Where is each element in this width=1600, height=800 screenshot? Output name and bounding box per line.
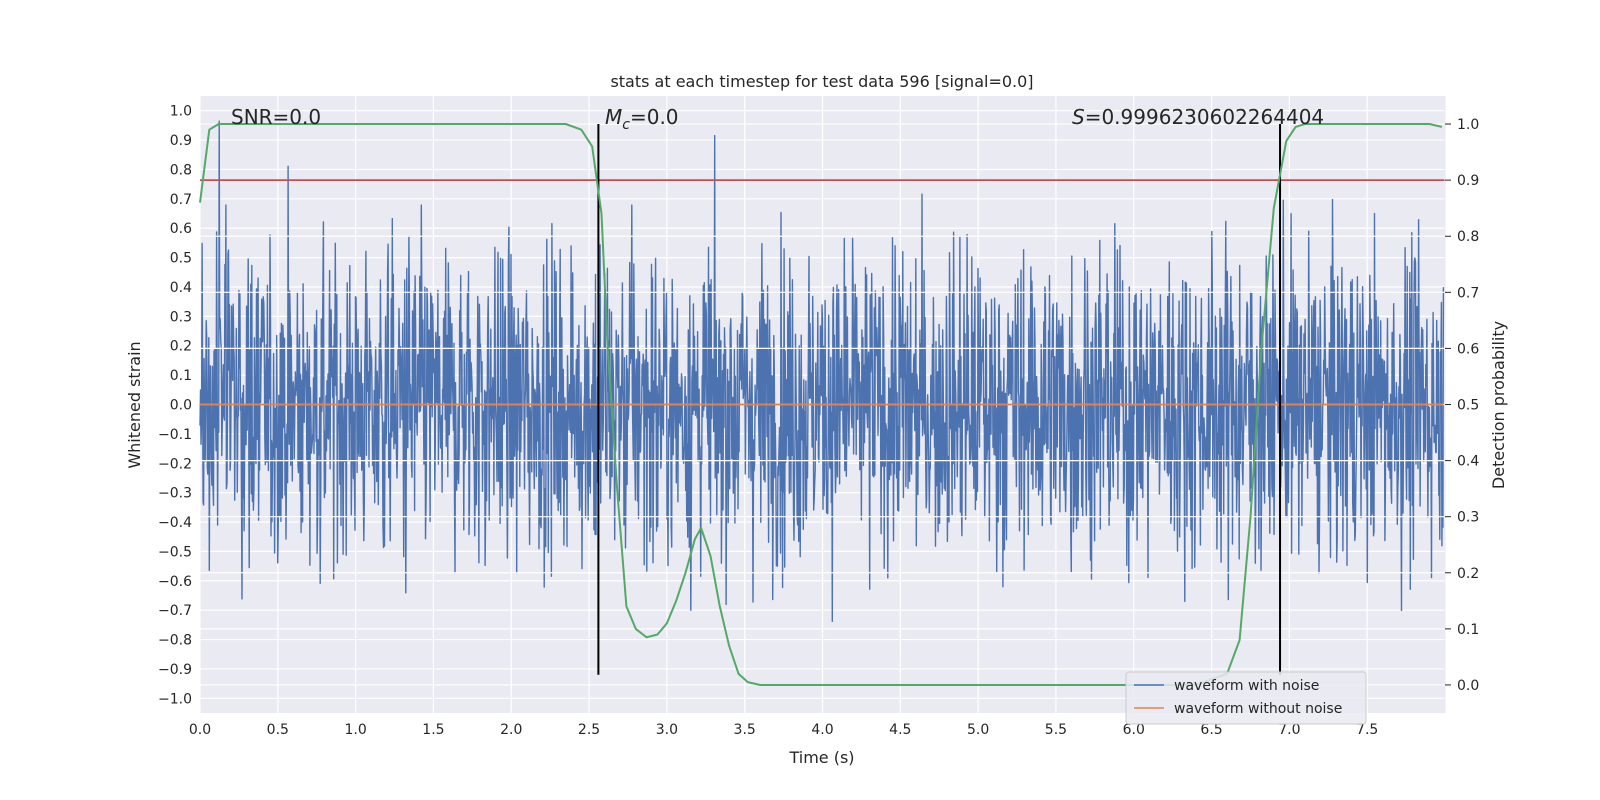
y-tick-label-left: 0.8: [170, 162, 192, 178]
y-tick-label-right: 0.1: [1457, 622, 1479, 638]
y-axis-label-right: Detection probability: [1489, 321, 1508, 489]
y-tick-label-right: 0.2: [1457, 566, 1479, 582]
x-tick-label: 2.0: [500, 722, 522, 738]
y-tick-label-left: −0.9: [158, 662, 192, 678]
x-tick-label: 5.5: [1045, 722, 1067, 738]
legend-label-clean: waveform without noise: [1174, 701, 1342, 717]
waveform-with-noise-series: [199, 120, 1445, 623]
x-tick-label: 5.0: [967, 722, 989, 738]
chirp-mass-annotation: Mc=0.0: [605, 105, 679, 133]
chirp-mass-symbol: M: [605, 105, 622, 129]
y-tick-label-left: −0.4: [158, 515, 192, 531]
x-axis-label: Time (s): [788, 748, 854, 767]
y-tick-label-left: 0.6: [170, 221, 192, 237]
x-tick-label: 1.5: [422, 722, 444, 738]
y-tick-label-left: 0.9: [170, 133, 192, 149]
y-tick-label-right: 0.3: [1457, 510, 1479, 526]
legend-label-noise: waveform with noise: [1174, 678, 1319, 694]
x-tick-label: 6.0: [1123, 722, 1145, 738]
x-tick-label: 2.5: [578, 722, 600, 738]
x-tick-label: 4.0: [811, 722, 833, 738]
chirp-mass-value: =0.0: [630, 105, 679, 129]
y-axis-label-left: Whitened strain: [125, 341, 144, 468]
y-tick-label-left: −0.8: [158, 633, 192, 649]
y-tick-label-right: 0.4: [1457, 454, 1479, 470]
y-tick-label-right: 0.7: [1457, 285, 1479, 301]
y-tick-label-left: −0.1: [158, 427, 192, 443]
y-tick-label-left: −1.0: [158, 691, 192, 707]
y-tick-label-right: 0.8: [1457, 229, 1479, 245]
y-tick-label-left: 0.3: [170, 309, 192, 325]
x-tick-label: 3.5: [734, 722, 756, 738]
y-tick-label-left: 0.7: [170, 192, 192, 208]
x-tick-label: 6.5: [1200, 722, 1222, 738]
chart-title: stats at each timestep for test data 596…: [610, 72, 1033, 91]
y-tick-label-left: 0.2: [170, 339, 192, 355]
y-tick-label-left: 0.0: [170, 398, 192, 414]
x-tick-label: 7.5: [1356, 722, 1378, 738]
y-tick-label-left: −0.6: [158, 574, 192, 590]
y-tick-label-left: −0.2: [158, 456, 192, 472]
x-tick-label: 0.5: [267, 722, 289, 738]
y-tick-label-left: −0.7: [158, 603, 192, 619]
y-tick-label-left: 0.5: [170, 251, 192, 267]
y-tick-label-left: 0.4: [170, 280, 192, 296]
legend: waveform with noise waveform without noi…: [1125, 671, 1367, 725]
y-tick-label-right: 0.9: [1457, 173, 1479, 189]
x-tick-label: 3.0: [656, 722, 678, 738]
overlay-lines: [199, 96, 1446, 713]
waveform-with-noise-line: [199, 120, 1445, 623]
legend-box: [1125, 671, 1367, 725]
x-tick-label: 0.0: [189, 722, 211, 738]
y-tick-label-right: 0.0: [1457, 678, 1479, 694]
snr-annotation: SNR=0.0: [231, 105, 321, 129]
score-annotation: S=0.9996230602264404: [1072, 105, 1324, 129]
y-tick-label-right: 0.5: [1457, 398, 1479, 414]
x-tick-label: 1.0: [344, 722, 366, 738]
chirp-mass-subscript: c: [622, 117, 630, 133]
x-tick-label: 4.5: [889, 722, 911, 738]
axis-ticks: 0.0 0.5 1.0 1.5 2.0 2.5 3.0 3.5 4.0 4.5 5.0 5.5 6.0 6…: [158, 104, 1479, 738]
y-tick-label-left: 1.0: [170, 104, 192, 120]
score-symbol: S: [1072, 105, 1085, 129]
x-tick-label: 7.0: [1278, 722, 1300, 738]
y-tick-label-right: 1.0: [1457, 117, 1479, 133]
detection-probability-line: [199, 123, 1443, 686]
y-tick-label-left: −0.5: [158, 544, 192, 560]
y-tick-label-left: 0.1: [170, 368, 192, 384]
score-value: =0.9996230602264404: [1085, 105, 1324, 129]
y-tick-label-left: −0.3: [158, 486, 192, 502]
y-tick-label-right: 0.6: [1457, 341, 1479, 357]
